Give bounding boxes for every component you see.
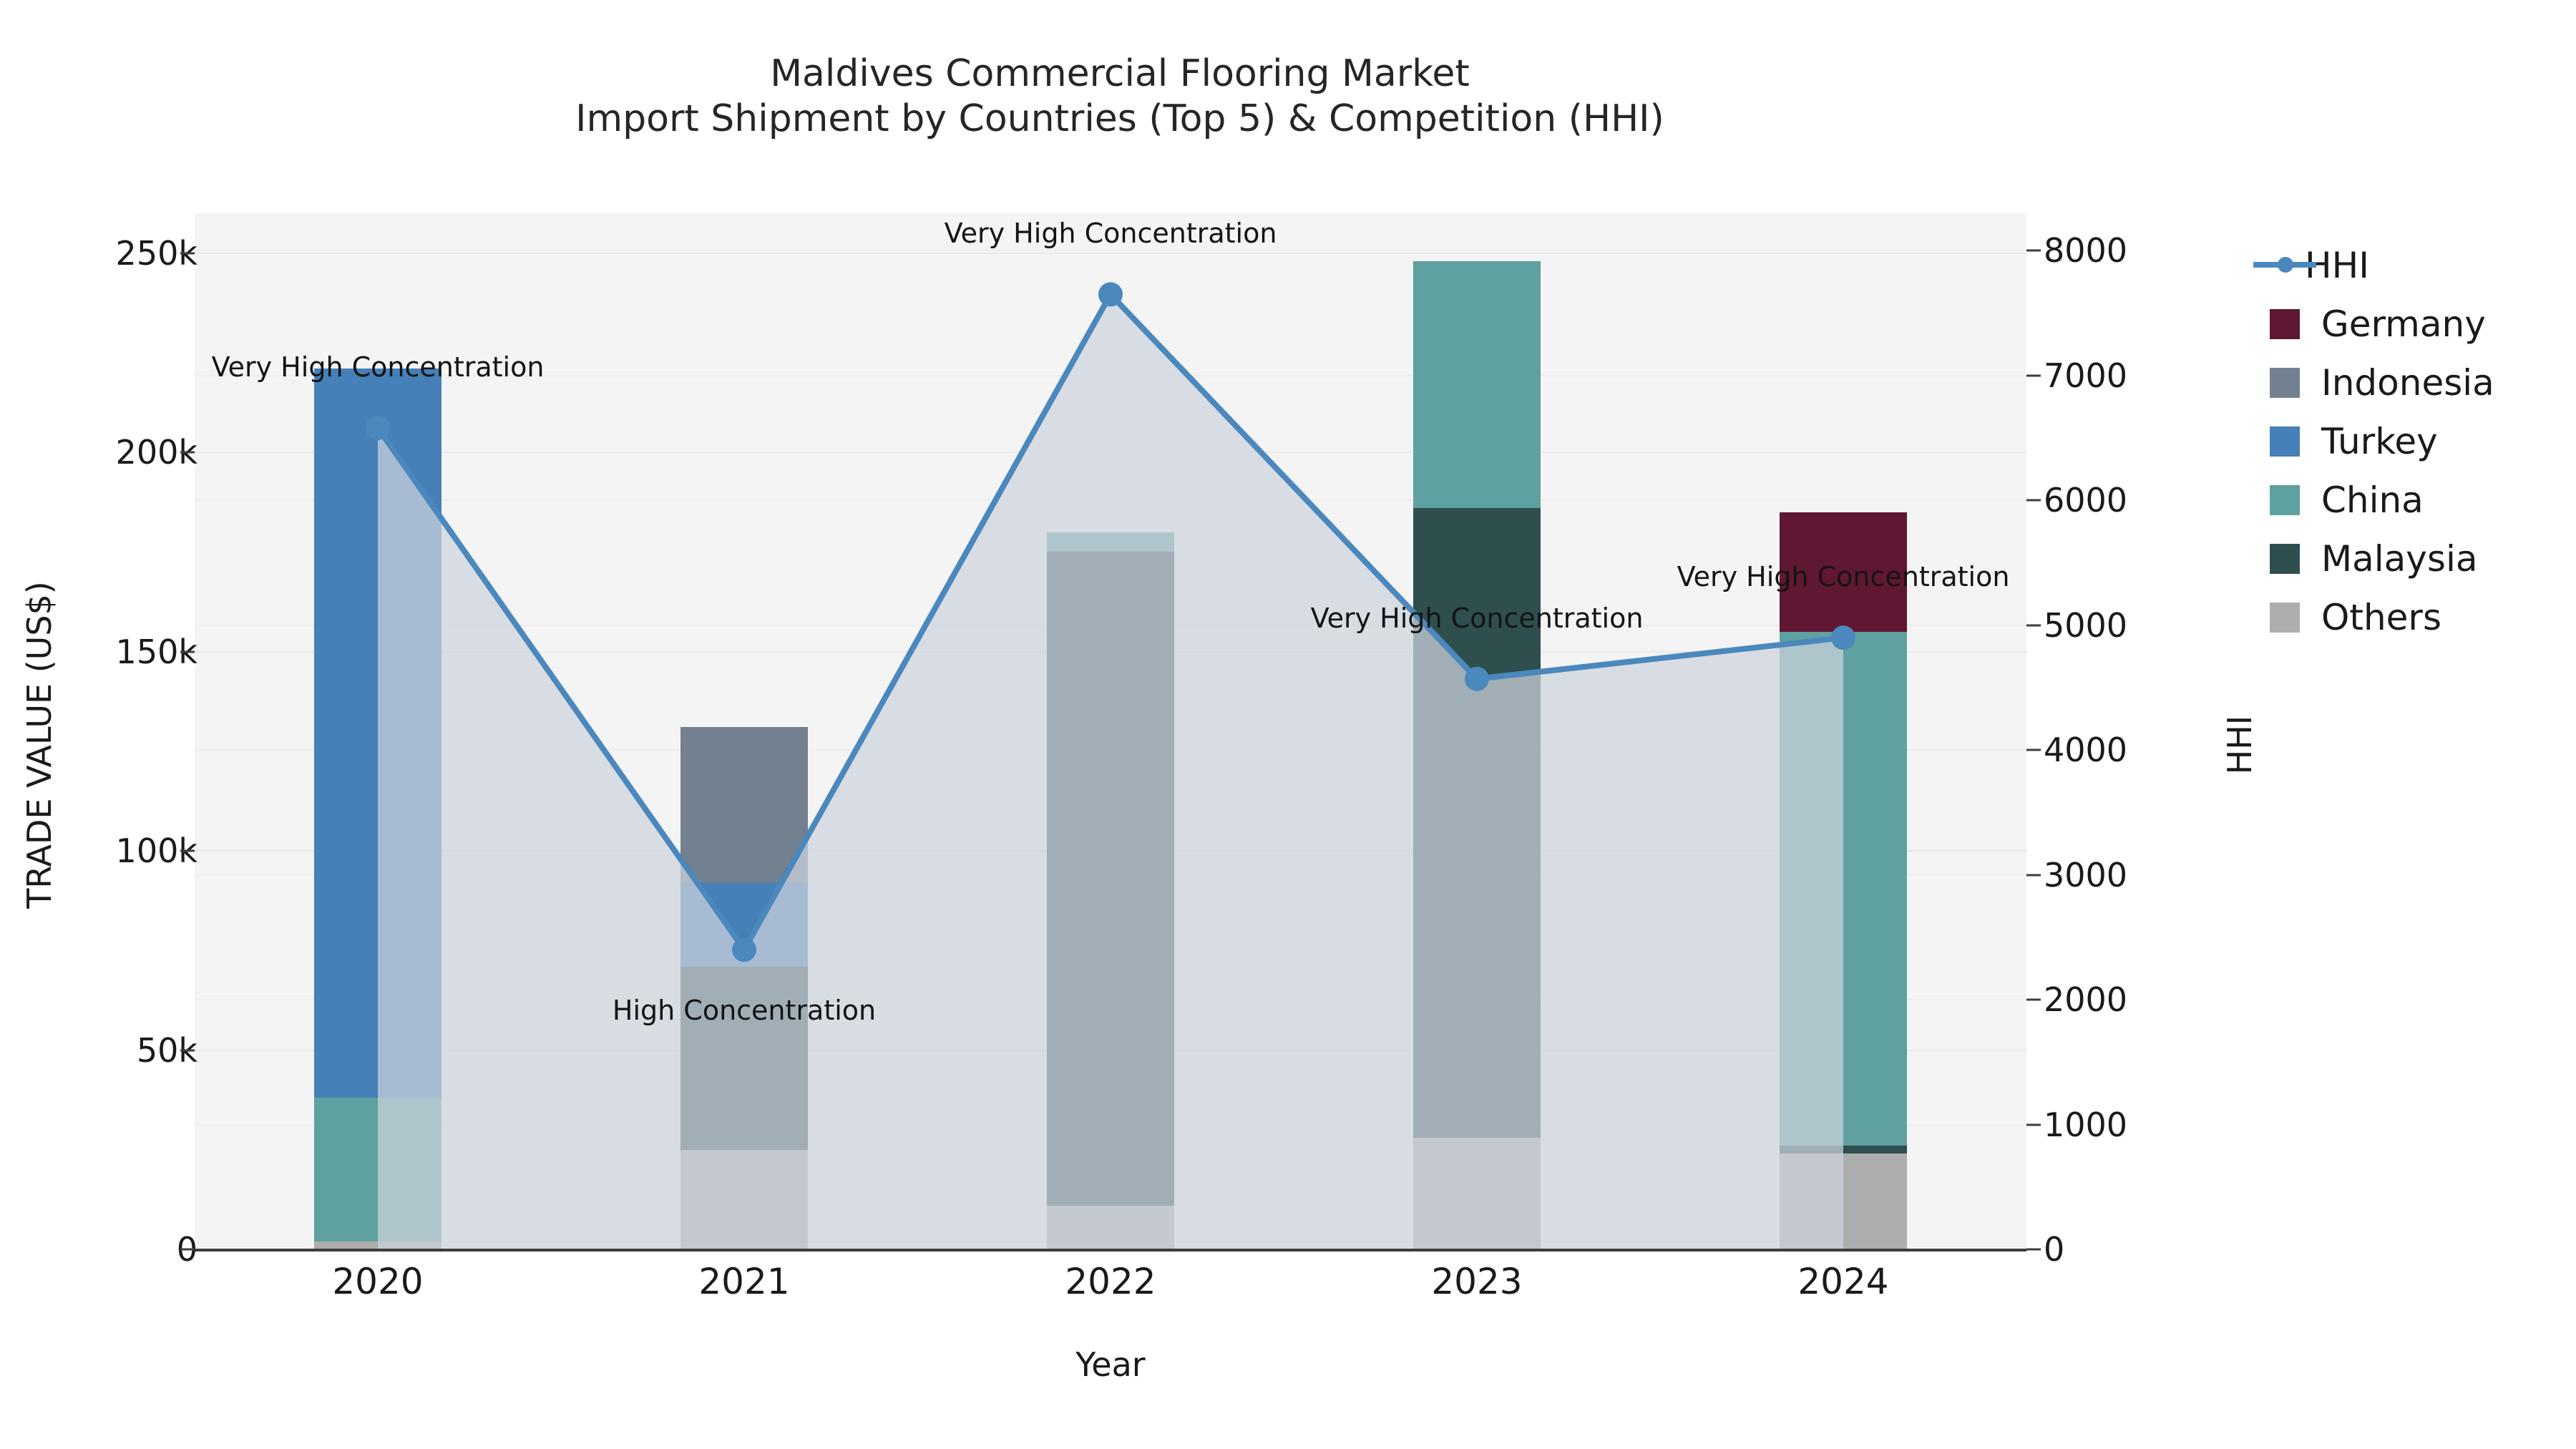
chart-legend: HHI Germany Indonesia Turkey China Malaysia Ot…	[2253, 236, 2570, 647]
y-axis-secondary-tick-mark	[2026, 1123, 2041, 1126]
y-axis-secondary-tick-label: 2000	[2044, 980, 2128, 1020]
legend-item[interactable]: Indonesia	[2270, 353, 2570, 412]
y-axis-secondary-tick-mark	[2026, 998, 2041, 1001]
bar-segment[interactable]	[1780, 631, 1907, 1146]
x-axis-tick-label: 2023	[1431, 1261, 1523, 1302]
legend-item[interactable]: China	[2270, 471, 2570, 530]
legend-item-label: Malaysia	[2321, 538, 2478, 580]
bar-segment[interactable]	[680, 966, 808, 1150]
y-axis-secondary-tick-mark	[2026, 374, 2041, 377]
x-axis-tick-label: 2024	[1797, 1261, 1889, 1302]
bar-stack[interactable]	[680, 213, 808, 1249]
bar-segment[interactable]	[1780, 1146, 1907, 1154]
bar-segment[interactable]	[1413, 1138, 1541, 1249]
legend-item-label: Turkey	[2321, 421, 2438, 462]
y-axis-secondary-tick-mark	[2026, 1248, 2041, 1251]
legend-color-swatch	[2270, 602, 2300, 633]
bar-segment[interactable]	[1047, 1205, 1174, 1249]
bar-stack[interactable]	[1047, 213, 1174, 1249]
concentration-annotation: Very High Concentration	[1677, 561, 2010, 593]
y-axis-secondary-tick-mark	[2026, 499, 2041, 502]
y-axis-primary-label: TRADE VALUE (US$)	[20, 581, 59, 909]
bar-segment[interactable]	[1047, 552, 1174, 1206]
x-axis-tick-label: 2021	[698, 1261, 790, 1302]
legend-color-swatch	[2270, 309, 2300, 339]
gridline-primary	[195, 252, 2026, 254]
concentration-annotation: Very High Concentration	[211, 351, 545, 384]
chart-title: Maldives Commercial Flooring Market Impo…	[575, 52, 1664, 141]
bar-segment[interactable]	[1047, 532, 1174, 552]
y-axis-primary-tick-mark	[180, 1049, 195, 1052]
bar-segment[interactable]	[1413, 260, 1541, 509]
bar-segment[interactable]	[680, 727, 808, 883]
x-axis-line	[195, 1249, 2026, 1252]
legend-item[interactable]: Turkey	[2270, 412, 2570, 471]
x-axis-tick-label: 2022	[1065, 1261, 1156, 1302]
legend-item-label: China	[2321, 479, 2424, 521]
x-axis-label: Year	[1075, 1345, 1146, 1384]
y-axis-primary-tick-mark	[180, 451, 195, 454]
bar-segment[interactable]	[314, 369, 441, 1098]
y-axis-secondary-tick-label: 5000	[2044, 605, 2128, 645]
legend-line-icon	[2253, 250, 2316, 280]
legend-item-label: Germany	[2321, 303, 2486, 345]
y-axis-secondary-tick-label: 6000	[2044, 481, 2128, 520]
concentration-annotation: Very High Concentration	[944, 218, 1277, 250]
legend-color-swatch	[2270, 485, 2300, 515]
gridline-secondary	[195, 250, 2026, 252]
y-axis-secondary-tick-label: 3000	[2044, 855, 2128, 894]
concentration-annotation: High Concentration	[612, 995, 877, 1027]
y-axis-secondary-tick-label: 7000	[2044, 356, 2128, 395]
y-axis-primary-tick-mark	[180, 252, 195, 255]
y-axis-secondary-tick-label: 1000	[2044, 1105, 2128, 1144]
bar-segment[interactable]	[314, 1098, 441, 1241]
y-axis-primary-tick-mark	[180, 1248, 195, 1251]
legend-item[interactable]: Others	[2270, 588, 2570, 647]
y-axis-secondary-tick-label: 4000	[2044, 731, 2128, 770]
legend-item-label: Indonesia	[2321, 362, 2494, 404]
bar-segment[interactable]	[680, 1149, 808, 1249]
y-axis-secondary-label: HHI	[2220, 715, 2259, 775]
x-axis-tick-label: 2020	[332, 1261, 424, 1302]
legend-item[interactable]: Germany	[2270, 295, 2570, 353]
legend-item[interactable]: HHI	[2253, 236, 2570, 295]
concentration-annotation: Very High Concentration	[1310, 602, 1644, 634]
bar-segment[interactable]	[680, 882, 808, 967]
legend-color-swatch	[2270, 426, 2300, 457]
legend-item[interactable]: Malaysia	[2270, 530, 2570, 588]
legend-color-swatch	[2270, 368, 2300, 398]
y-axis-secondary-tick-mark	[2026, 624, 2041, 627]
y-axis-secondary-tick-label: 8000	[2044, 231, 2128, 270]
y-axis-secondary-tick-label: 0	[2044, 1230, 2065, 1269]
y-axis-secondary-tick-mark	[2026, 748, 2041, 751]
plot-area: Very High Concentration High Concentratio…	[195, 213, 2026, 1250]
legend-item-label: Others	[2321, 597, 2442, 638]
bar-stack[interactable]	[1780, 213, 1907, 1249]
bar-stack[interactable]	[1413, 213, 1541, 1249]
bar-segment[interactable]	[1780, 1153, 1907, 1249]
legend-color-swatch	[2270, 544, 2300, 574]
y-axis-primary-tick-mark	[180, 650, 195, 653]
y-axis-primary-tick-mark	[180, 849, 195, 852]
y-axis-secondary-tick-mark	[2026, 874, 2041, 877]
y-axis-secondary-tick-mark	[2026, 249, 2041, 252]
